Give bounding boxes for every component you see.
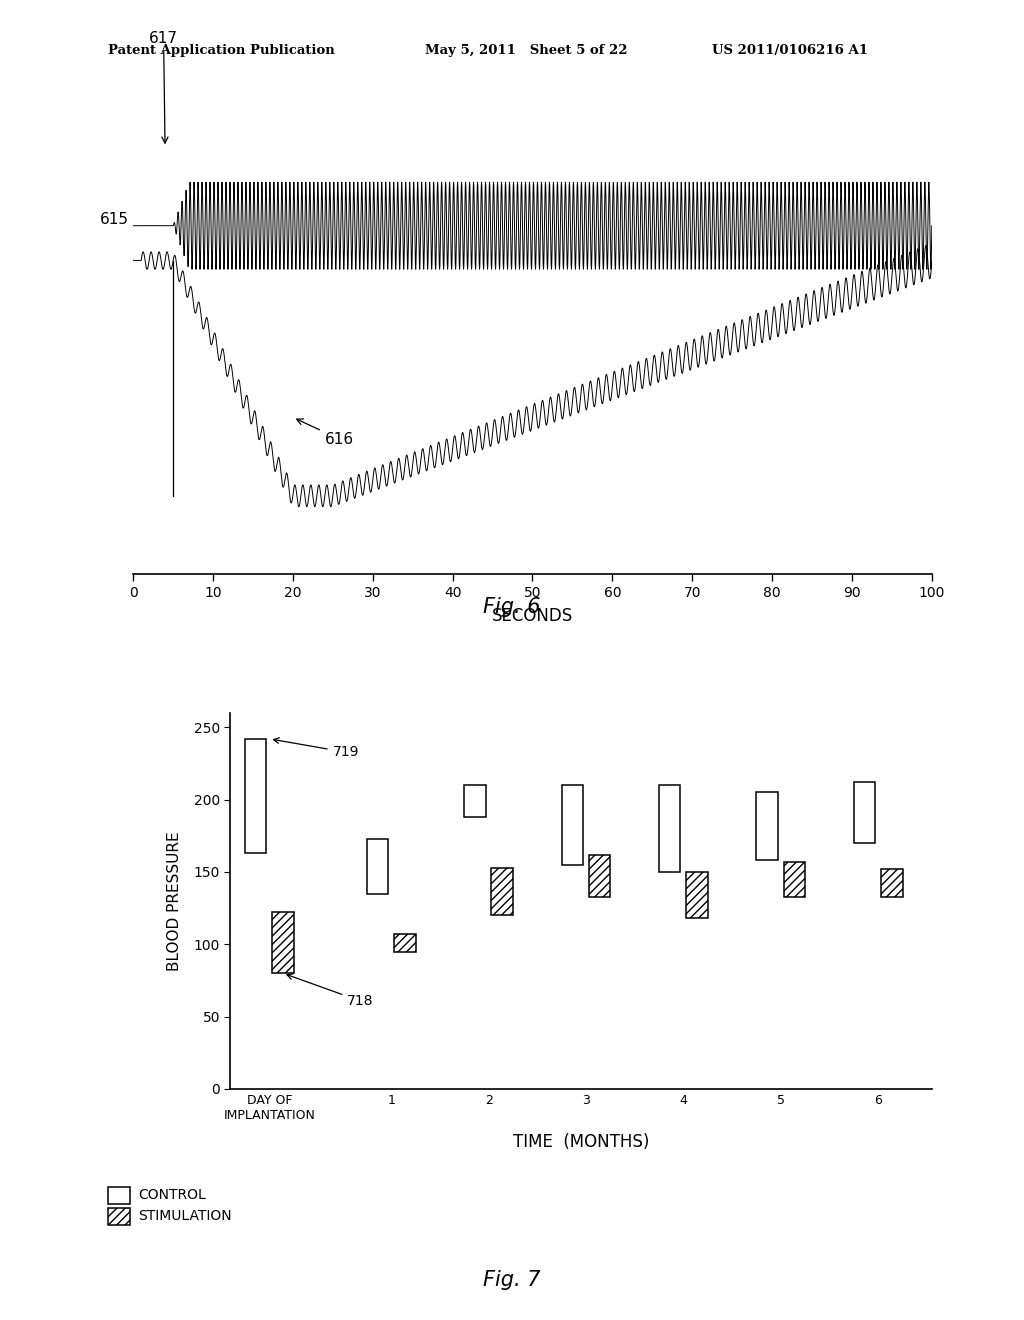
Y-axis label: BLOOD PRESSURE: BLOOD PRESSURE (168, 832, 182, 970)
Bar (659, 785, 681, 873)
Bar (272, 912, 294, 973)
X-axis label: SECONDS: SECONDS (492, 607, 573, 624)
Text: 616: 616 (297, 418, 354, 446)
Text: 615: 615 (100, 211, 129, 227)
Bar (492, 867, 513, 915)
Bar (757, 792, 778, 861)
Bar (589, 854, 610, 896)
Text: 719: 719 (273, 738, 359, 759)
Text: Patent Application Publication: Patent Application Publication (108, 44, 334, 57)
Text: STIMULATION: STIMULATION (138, 1209, 231, 1224)
X-axis label: TIME  (MONTHS): TIME (MONTHS) (513, 1133, 649, 1151)
Bar (245, 739, 266, 853)
Text: US 2011/0106216 A1: US 2011/0106216 A1 (712, 44, 867, 57)
Text: Fig. 7: Fig. 7 (483, 1270, 541, 1290)
Text: Fig. 6: Fig. 6 (483, 597, 541, 616)
Bar (367, 838, 388, 894)
Bar (783, 862, 805, 896)
Bar (686, 873, 708, 919)
Text: May 5, 2011   Sheet 5 of 22: May 5, 2011 Sheet 5 of 22 (425, 44, 628, 57)
Text: CONTROL: CONTROL (138, 1188, 206, 1203)
Bar (854, 783, 876, 843)
Text: 718: 718 (287, 974, 374, 1008)
Bar (394, 935, 416, 952)
Bar (561, 785, 583, 865)
Bar (464, 785, 485, 817)
Text: 617: 617 (150, 30, 178, 143)
Bar (882, 869, 902, 896)
